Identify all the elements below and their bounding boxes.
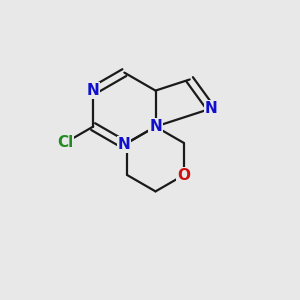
Text: N: N [118, 137, 131, 152]
Text: Cl: Cl [57, 135, 73, 150]
Text: O: O [177, 168, 190, 183]
Text: N: N [87, 83, 100, 98]
Text: N: N [149, 119, 162, 134]
Text: N: N [205, 101, 217, 116]
